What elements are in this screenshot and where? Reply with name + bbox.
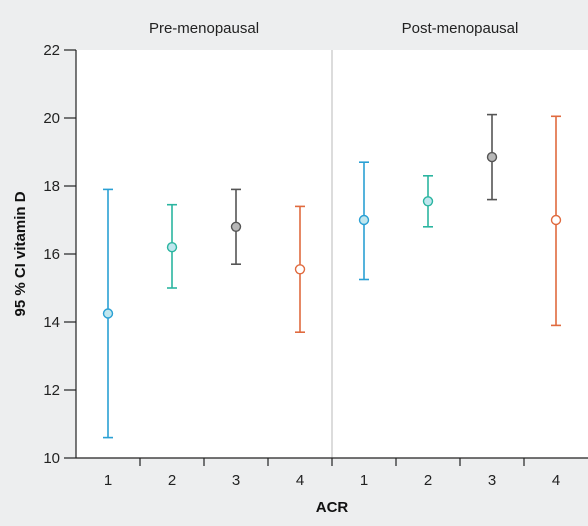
x-tick-label: 3 xyxy=(488,472,496,489)
mean-point xyxy=(550,214,562,226)
y-tick-label: 10 xyxy=(43,450,60,467)
x-tick-label: 4 xyxy=(296,472,304,489)
y-tick-label: 12 xyxy=(43,382,60,399)
x-tick-label: 3 xyxy=(232,472,240,489)
x-tick-label: 1 xyxy=(360,472,368,489)
mean-point xyxy=(422,196,434,207)
mean-point xyxy=(358,214,370,226)
x-tick-label: 2 xyxy=(424,472,432,489)
x-tick-label: 2 xyxy=(168,472,176,489)
x-axis-label: ACR xyxy=(316,499,349,516)
panel-title: Pre-menopausal xyxy=(149,20,259,37)
y-tick-label: 16 xyxy=(43,246,60,263)
x-tick-label: 4 xyxy=(552,472,560,489)
panel-title: Post-menopausal xyxy=(402,20,519,37)
mean-point xyxy=(486,151,498,163)
mean-point xyxy=(166,241,178,253)
mean-point xyxy=(230,221,242,233)
y-tick-label: 22 xyxy=(43,42,60,59)
y-tick-label: 20 xyxy=(43,110,60,127)
x-tick-label: 1 xyxy=(104,472,112,489)
y-axis-label: 95 % CI vitamin D xyxy=(12,191,29,316)
y-tick-label: 14 xyxy=(43,314,60,331)
y-tick-label: 18 xyxy=(43,178,60,195)
mean-point xyxy=(294,264,306,275)
mean-point xyxy=(102,308,114,319)
